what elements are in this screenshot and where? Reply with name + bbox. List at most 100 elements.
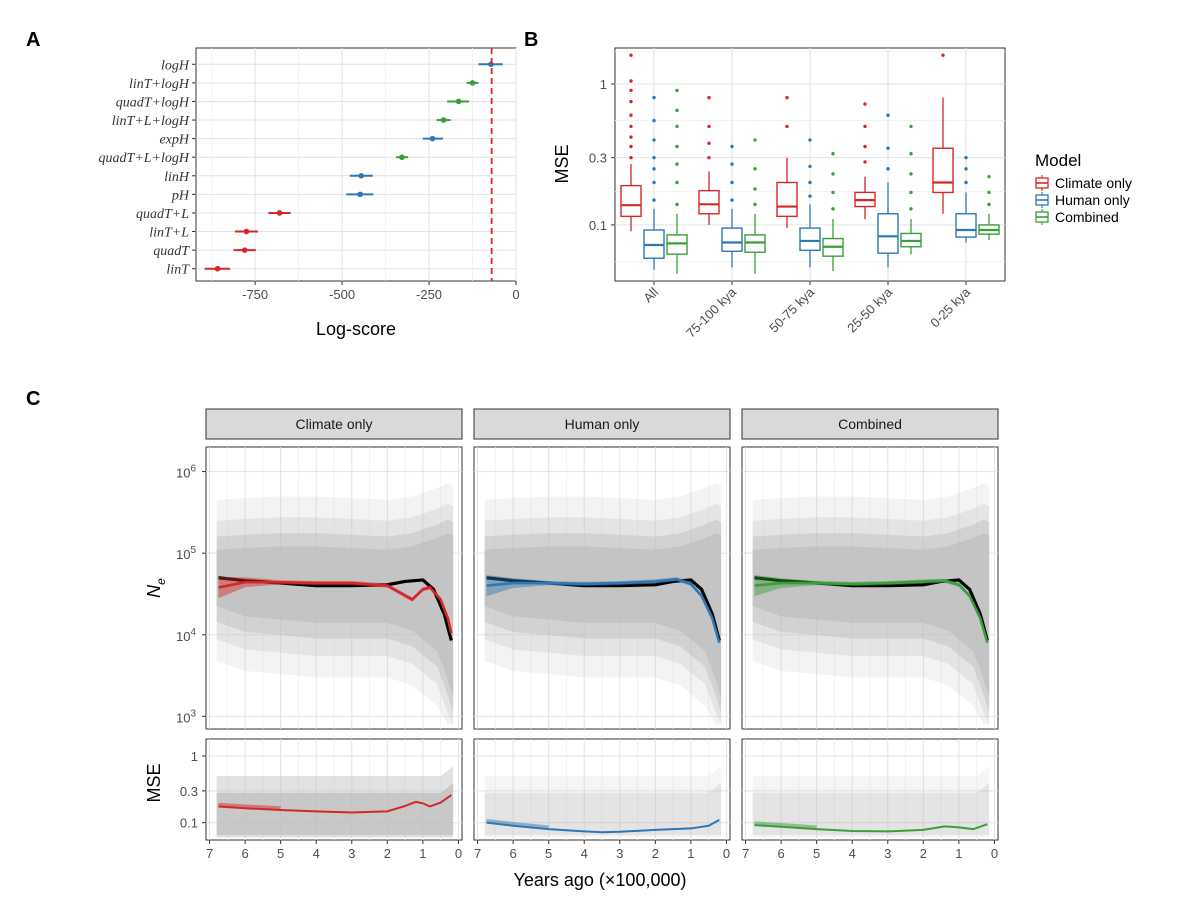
facet-strip-label: Combined xyxy=(838,416,902,432)
b-outlier-point xyxy=(730,198,734,202)
b-box xyxy=(932,147,954,194)
c-mse-fit-band xyxy=(218,802,281,810)
c-x-tick-label: 7 xyxy=(206,846,213,861)
b-x-tick-label: 50-75 kya xyxy=(766,284,818,336)
c-x-tick-label: 2 xyxy=(920,846,927,861)
c-top-uncertainty-ribbon xyxy=(752,533,990,698)
a-point-quadT+logH xyxy=(455,98,462,105)
b-outlier-point xyxy=(652,198,656,202)
c-top-uncertainty-ribbon xyxy=(484,533,722,698)
panel-c-bottom-y-axis-title: MSE xyxy=(144,763,164,802)
b-outlier-point xyxy=(909,190,913,195)
c-fit-band xyxy=(754,574,988,645)
c-x-tick-label: 0 xyxy=(991,846,998,861)
b-outlier-point xyxy=(652,167,656,171)
b-outlier-point xyxy=(629,113,633,117)
b-outlier-point xyxy=(730,180,734,185)
b-outlier-point xyxy=(675,124,679,129)
c-top-y-tick-exponent: 6 xyxy=(190,464,196,475)
b-box xyxy=(877,213,899,254)
c-top-y-tick-base: 10 xyxy=(176,629,190,644)
a-model-label: linT+L xyxy=(149,226,189,241)
b-y-tick-label: 1 xyxy=(600,77,607,92)
b-outlier-point xyxy=(753,138,757,142)
legend-title: Model xyxy=(1035,151,1081,170)
a-point-linH xyxy=(358,172,365,179)
c-mse-fit-band xyxy=(486,818,549,829)
a-point-linT+L xyxy=(243,228,250,235)
b-outlier-point xyxy=(675,108,679,113)
a-model-label: logH xyxy=(161,58,190,73)
b-outlier-point xyxy=(629,53,633,57)
a-point-pH xyxy=(357,191,363,198)
panel-a-plot-area xyxy=(195,47,517,282)
b-box xyxy=(955,213,977,238)
c-x-tick-label: 4 xyxy=(849,846,856,861)
panel-b-y-axis-title: MSE xyxy=(552,144,572,183)
b-outlier-point xyxy=(629,124,633,129)
a-x-tick-label: -500 xyxy=(329,287,355,302)
panel-b: 0.1 0.3 1 All 75-100 kya 50-75 kya 25-50 kya 0… xyxy=(552,47,1132,341)
legend-entry-label: Combined xyxy=(1055,209,1119,225)
b-outlier-point xyxy=(808,138,812,142)
b-outlier-point xyxy=(987,174,991,179)
c-fit-band xyxy=(486,574,720,645)
c-fit-line xyxy=(486,577,721,644)
facet-strip xyxy=(205,408,463,440)
c-x-tick-label: 1 xyxy=(955,846,962,861)
b-outlier-point xyxy=(808,194,812,198)
c-x-tick-label: 2 xyxy=(652,846,659,861)
c-x-tick-label: 2 xyxy=(384,846,391,861)
b-outlier-point xyxy=(652,95,656,100)
c-x-tick-label: 4 xyxy=(581,846,588,861)
b-y-tick-label: 0.3 xyxy=(589,151,607,166)
a-model-label: expH xyxy=(159,133,189,148)
b-box xyxy=(799,227,821,252)
c-x-tick-label: 1 xyxy=(419,846,426,861)
b-outlier-point xyxy=(785,95,789,100)
c-bottom-uncertainty-ribbon xyxy=(752,783,990,836)
b-outlier-point xyxy=(987,190,991,195)
b-outlier-point xyxy=(886,167,890,171)
c-top-y-tick-label: 104 xyxy=(176,627,196,644)
c-top-y-tick-label: 103 xyxy=(176,708,196,725)
b-outlier-point xyxy=(675,88,679,93)
c-fit-line xyxy=(754,579,989,644)
c-top-y-tick-base: 10 xyxy=(176,466,190,481)
c-x-tick-label: 6 xyxy=(241,846,248,861)
c-bottom-y-tick-label: 0.1 xyxy=(180,816,198,831)
b-outlier-point xyxy=(675,202,679,207)
b-outlier-point xyxy=(652,155,656,160)
panel-a-model-labels: logH linT+logH quadT+logH linT+L+logH expH qu… xyxy=(99,58,196,278)
b-box xyxy=(721,227,743,252)
c-bottom-y-tick-label: 0.3 xyxy=(180,784,198,799)
c-top-y-tick-label: 105 xyxy=(176,545,196,562)
a-model-label: quadT+L xyxy=(136,207,189,222)
a-model-label: quadT+L+logH xyxy=(99,151,190,166)
b-box xyxy=(698,189,720,215)
facet-combined: Combined 7 6 5 4 3 2 1 0 xyxy=(741,408,999,861)
b-outlier-point xyxy=(886,113,890,117)
a-x-tick-label: 0 xyxy=(512,287,519,302)
b-outlier-point xyxy=(964,180,968,185)
c-top-y-tick-exponent: 4 xyxy=(190,627,196,638)
legend-entry-label: Human only xyxy=(1055,192,1130,208)
b-outlier-point xyxy=(863,124,867,129)
c-bottom-uncertainty-ribbon xyxy=(484,783,722,836)
b-outlier-point xyxy=(831,190,835,195)
b-outlier-point xyxy=(707,141,711,145)
b-outlier-point xyxy=(808,180,812,185)
a-point-quadT+L+logH xyxy=(399,154,405,161)
c-top-y-tick-base: 10 xyxy=(176,547,190,562)
b-outlier-point xyxy=(707,124,711,129)
facet-strip xyxy=(473,408,731,440)
b-outlier-point xyxy=(629,135,633,139)
b-outlier-point xyxy=(909,172,913,176)
b-outlier-point xyxy=(987,202,991,207)
c-top-y-tick-label: 106 xyxy=(176,464,196,481)
facet-human-only: Human only 7 6 5 4 3 2 1 0 xyxy=(473,408,731,861)
b-outlier-point xyxy=(964,167,968,171)
